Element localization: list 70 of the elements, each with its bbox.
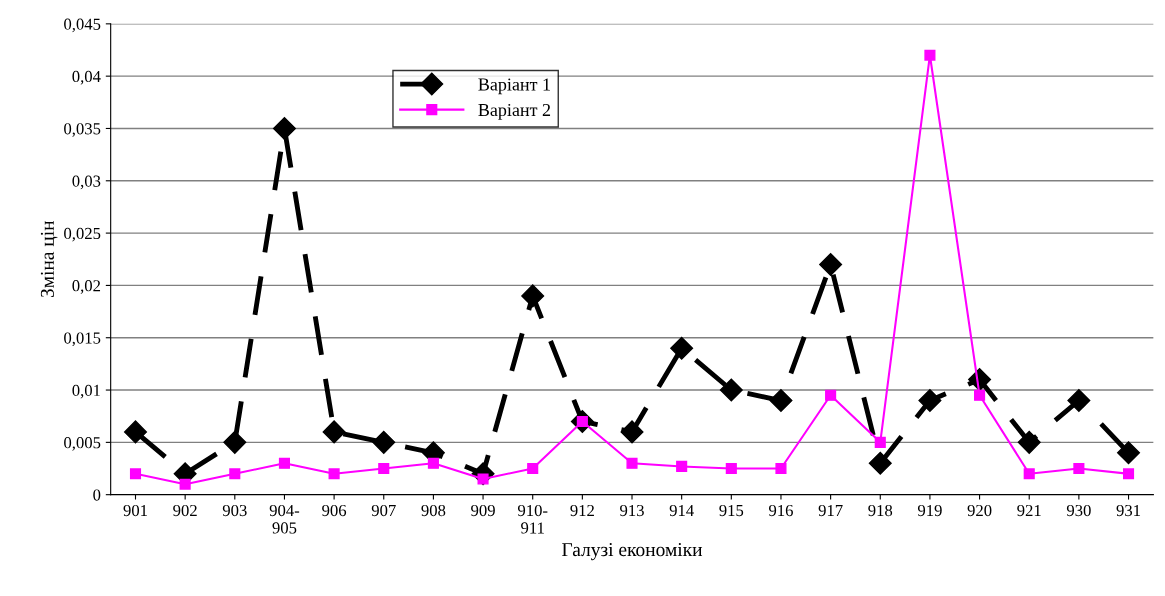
point — [124, 420, 147, 444]
point — [825, 389, 837, 401]
point — [868, 451, 892, 475]
point — [1073, 462, 1085, 475]
x-tick-label: 930 — [1066, 504, 1091, 517]
y-tick-label: 0,04 — [72, 70, 101, 85]
point — [769, 389, 793, 413]
x-tick-label: 920 — [967, 504, 992, 517]
y-tick-label: 0,035 — [64, 123, 101, 137]
point — [670, 336, 694, 360]
x-tick-label: 907 — [371, 504, 396, 517]
point — [918, 389, 942, 413]
x-tick-label: 904- 905 — [269, 504, 300, 534]
point — [620, 420, 644, 444]
point — [626, 457, 638, 469]
legend-label: Варіант 2 — [478, 103, 551, 120]
point — [229, 468, 241, 480]
point — [427, 457, 439, 469]
point — [521, 284, 545, 308]
point — [278, 457, 291, 469]
point — [223, 430, 247, 454]
x-axis-title: Галузі економіки — [562, 543, 703, 561]
y-tick-label: 0,005 — [64, 437, 101, 451]
point — [129, 468, 142, 480]
point — [775, 462, 787, 475]
x-tick-label: 906 — [322, 504, 347, 517]
point — [372, 430, 396, 454]
y-tick-label: 0,025 — [64, 227, 101, 242]
x-tick-label: 919 — [917, 504, 942, 517]
point — [974, 389, 986, 401]
x-tick-label: 908 — [421, 504, 446, 517]
point — [179, 478, 191, 490]
point — [328, 468, 340, 480]
x-tick-label: 915 — [719, 504, 744, 517]
x-tick-label: 903 — [222, 504, 247, 517]
x-tick-label: 913 — [620, 504, 644, 517]
point — [1067, 389, 1091, 413]
point — [725, 462, 737, 475]
point — [924, 49, 936, 61]
x-tick-label: 916 — [769, 504, 793, 517]
y-axis-title: Зміна цін — [40, 220, 58, 298]
point — [874, 436, 886, 448]
x-tick-label: 914 — [669, 504, 694, 517]
x-tick-label: 910- 911 — [517, 504, 548, 534]
point — [378, 462, 390, 475]
y-tick-label: 0,015 — [64, 332, 101, 347]
point — [1017, 430, 1041, 454]
y-tick-label: 0,02 — [72, 280, 101, 294]
point — [527, 462, 539, 475]
x-tick-label: 909 — [471, 504, 495, 517]
point — [1023, 468, 1035, 480]
legend-label: Варіант 1 — [478, 78, 550, 95]
x-tick-label: 931 — [1116, 504, 1141, 517]
point — [1122, 468, 1135, 480]
x-tick-label: 901 — [123, 504, 147, 517]
y-tick-label: 0,03 — [72, 175, 101, 190]
x-tick-label: 921 — [1017, 504, 1041, 517]
y-tick-label: 0,045 — [64, 18, 101, 33]
point — [819, 252, 843, 276]
x-tick-label: 902 — [173, 504, 197, 517]
point — [272, 116, 296, 140]
y-tick-label: 0 — [93, 489, 101, 501]
point — [719, 378, 743, 402]
point — [676, 460, 688, 472]
x-tick-label: 918 — [868, 504, 893, 517]
x-tick-label: 917 — [818, 504, 843, 517]
y-tick-label: 0,01 — [72, 384, 100, 399]
x-tick-label: 912 — [570, 504, 594, 517]
point — [1117, 441, 1141, 465]
point — [322, 420, 346, 444]
